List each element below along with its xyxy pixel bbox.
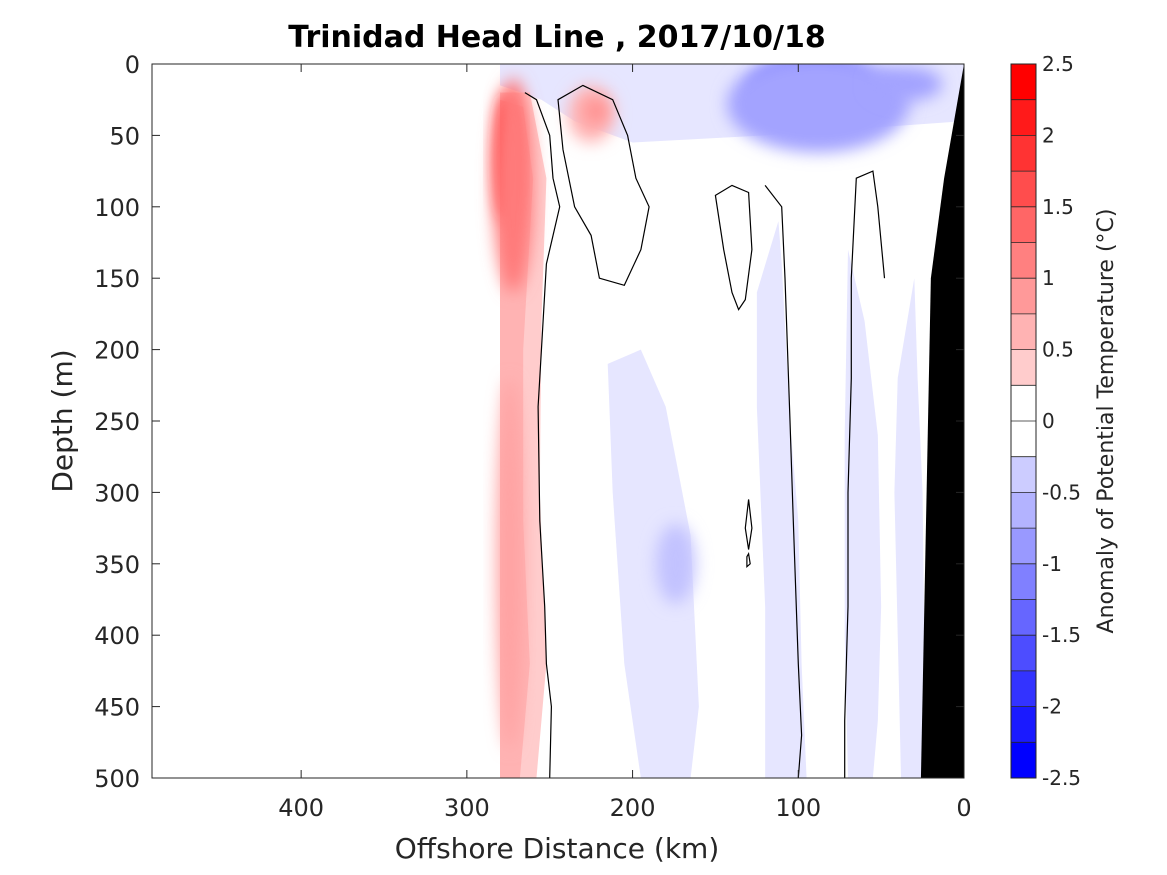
colorbar-tick-label: -0.5 xyxy=(1042,480,1081,504)
colorbar-tick-label: 0.5 xyxy=(1042,338,1074,362)
x-tick-label: 400 xyxy=(278,794,324,822)
colorbar-frame xyxy=(1010,63,1037,779)
colorbar-segment xyxy=(1011,563,1036,600)
y-tick-label: 50 xyxy=(109,122,140,150)
y-tick-label: 300 xyxy=(94,479,140,507)
contour-surface-loop xyxy=(557,84,650,287)
colorbar-segment xyxy=(1011,456,1036,493)
colorbar-tick-label: 2 xyxy=(1042,123,1055,147)
neg-band-coastal xyxy=(894,278,925,778)
x-tick-label: 200 xyxy=(610,794,656,822)
colorbar-segment xyxy=(1011,64,1036,101)
colorbar-tick-label: 1.5 xyxy=(1042,195,1074,219)
y-tick-label: 350 xyxy=(94,551,140,579)
colorbar-segment xyxy=(1011,349,1036,386)
contour-thin-loop-b xyxy=(746,552,751,569)
colorbar-tick-label: -2 xyxy=(1042,695,1062,719)
colorbar-segment xyxy=(1011,171,1036,208)
bathymetry-seafloor xyxy=(920,64,964,778)
y-tick-label: 100 xyxy=(94,194,140,222)
colorbar-segment xyxy=(1011,313,1036,351)
colorbar-label: Anomaly of Potential Temperature (°C) xyxy=(1094,209,1119,634)
colorbar-segment xyxy=(1011,206,1036,243)
x-tick-label: 300 xyxy=(444,794,490,822)
colorbar-tick-label: -2.5 xyxy=(1042,766,1081,790)
colorbar-segment xyxy=(1011,99,1036,136)
y-tick-label: 0 xyxy=(125,51,140,79)
y-axis: 0 50 100 150 200 250 300 350 400 450 500 xyxy=(94,51,140,793)
colorbar xyxy=(1010,63,1037,779)
contour-offshore-edge xyxy=(524,92,561,778)
neg-patch-deep xyxy=(655,523,696,604)
contour-midshelf-loop xyxy=(714,184,753,311)
pos-warm-core-halo xyxy=(493,78,534,293)
neg-patch-coastal-top xyxy=(869,66,943,102)
colorbar-segment xyxy=(1011,385,1036,422)
colorbar-segment xyxy=(1011,742,1036,779)
colorbar-tick-label: -1 xyxy=(1042,552,1062,576)
pos-warm-lower xyxy=(496,378,524,750)
colorbar-segment xyxy=(1011,135,1036,172)
colorbar-tick-label: 2.5 xyxy=(1042,52,1074,76)
colorbar-segment xyxy=(1011,421,1036,458)
y-tick-label: 400 xyxy=(94,622,140,650)
y-tick-label: 150 xyxy=(94,265,140,293)
neg-band-offshore xyxy=(607,349,699,778)
chart-title: Trinidad Head Line , 2017/10/18 xyxy=(288,20,825,55)
plot-area xyxy=(493,64,964,778)
colorbar-segment xyxy=(1011,635,1036,672)
x-axis-label: Offshore Distance (km) xyxy=(395,832,720,865)
y-tick-label: 200 xyxy=(94,337,140,365)
y-tick-label: 250 xyxy=(94,408,140,436)
y-tick-label: 500 xyxy=(94,765,140,793)
axis-ticks xyxy=(152,63,965,779)
colorbar-segment xyxy=(1011,278,1036,315)
colorbar-tick-label: -1.5 xyxy=(1042,623,1081,647)
x-axis: 400 300 200 100 0 xyxy=(278,794,971,822)
y-tick-label: 450 xyxy=(94,694,140,722)
colorbar-segment xyxy=(1011,242,1036,279)
contour-thin-loop-a xyxy=(744,499,753,550)
x-tick-label: 0 xyxy=(956,794,971,822)
colorbar-tick-label: 1 xyxy=(1042,266,1055,290)
colorbar-segment xyxy=(1011,492,1036,529)
anomaly-field xyxy=(493,64,964,778)
colorbar-tick-label: 0 xyxy=(1042,409,1055,433)
colorbar-segment xyxy=(1011,528,1036,565)
colorbar-segment xyxy=(1011,599,1036,636)
zero-contours xyxy=(524,84,886,778)
contour-inshore-right xyxy=(844,170,886,778)
colorbar-ticks: 2.5 2 1.5 1 0.5 0 -0.5 -1 -1.5 -2 -2.5 xyxy=(1042,52,1081,790)
y-axis-label: Depth (m) xyxy=(46,349,79,492)
neg-patch-surface-ring xyxy=(727,64,910,153)
contour-inshore-left xyxy=(764,185,803,778)
plot-frame xyxy=(151,63,965,779)
x-tick-label: 100 xyxy=(775,794,821,822)
colorbar-segment xyxy=(1011,706,1036,743)
colorbar-segment xyxy=(1011,670,1036,708)
neg-band-inshore xyxy=(844,249,882,778)
pos-warm-small-core xyxy=(584,98,608,124)
neg-band-midshelf xyxy=(756,221,807,778)
